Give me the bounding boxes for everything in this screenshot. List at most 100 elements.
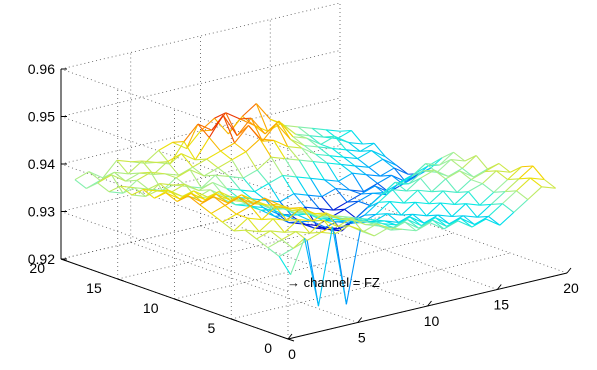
mesh-segment <box>467 191 481 206</box>
mesh-segment <box>366 174 381 177</box>
mesh-segment <box>249 205 263 220</box>
mesh-segment <box>264 197 279 205</box>
mesh-segment <box>432 219 445 230</box>
mesh-segment <box>169 141 185 165</box>
mesh-segment <box>403 189 419 204</box>
y-tick <box>117 278 124 282</box>
mesh-segment <box>354 165 367 176</box>
mesh-segment <box>108 185 121 193</box>
mesh-segment <box>184 183 200 192</box>
mesh-segment <box>145 190 158 197</box>
mesh-segment <box>136 171 152 181</box>
mesh-segment <box>422 169 435 172</box>
x-tick <box>287 333 293 340</box>
mesh-segment <box>200 117 215 132</box>
mesh-segment <box>290 138 303 149</box>
mesh-segment <box>272 218 285 233</box>
mesh-segment <box>268 174 283 184</box>
mesh-segment <box>304 238 320 307</box>
mesh-segment <box>241 103 257 117</box>
mesh-segment <box>275 123 289 147</box>
mesh-segment <box>261 206 277 221</box>
mesh-segment <box>456 179 472 193</box>
mesh-segment <box>301 147 316 155</box>
mesh-segment <box>502 190 517 205</box>
mesh-segment <box>161 184 174 192</box>
mesh-segment <box>165 192 178 202</box>
mesh-segment <box>344 200 359 210</box>
mesh-segment <box>441 151 454 159</box>
mesh-segment <box>343 156 358 160</box>
mesh-segment <box>348 225 361 231</box>
mesh-segment <box>484 163 500 173</box>
mesh-segment <box>214 174 228 190</box>
mesh-segment <box>334 135 347 151</box>
mesh-segment <box>150 171 165 175</box>
mesh-segment <box>371 150 384 160</box>
mesh-segment <box>245 229 260 233</box>
mesh-segment <box>402 228 417 232</box>
mesh-segment <box>214 117 229 135</box>
mesh-segment <box>158 141 173 151</box>
mesh-segment <box>245 138 261 153</box>
mesh-segment <box>400 201 416 216</box>
mesh-segment <box>445 170 460 180</box>
mesh-segment <box>296 176 309 196</box>
mesh-segment <box>309 231 322 234</box>
mesh-segment <box>159 183 174 186</box>
mesh-segment <box>321 188 337 198</box>
mesh-segment <box>203 167 219 177</box>
mesh-segment <box>335 188 348 203</box>
mesh-segment <box>411 170 424 177</box>
grid-line <box>60 2 341 70</box>
mesh-segment <box>172 141 187 150</box>
mesh-segment <box>377 174 392 184</box>
mesh-segment <box>317 146 330 157</box>
y-tick <box>231 318 238 322</box>
z-tick-label: 0.96 <box>28 61 55 77</box>
mesh-segment <box>120 185 133 196</box>
mesh-segment <box>365 174 378 184</box>
mesh-segment <box>273 139 288 148</box>
mesh-segment <box>495 170 508 180</box>
mesh-segment <box>346 193 362 203</box>
mesh-segment <box>516 190 529 201</box>
mesh-segment <box>462 215 475 225</box>
mesh-segment <box>226 188 241 191</box>
grid-line <box>130 242 358 323</box>
mesh-segment <box>261 218 274 221</box>
mesh-segment <box>120 185 135 189</box>
mesh-segment <box>530 177 543 188</box>
mesh-segment <box>306 137 322 145</box>
mesh-segment <box>348 142 363 145</box>
mesh-segment <box>190 192 203 203</box>
mesh-segment <box>315 153 330 157</box>
mesh-segment <box>127 160 143 175</box>
mesh-segment <box>242 115 255 126</box>
mesh-segment <box>289 206 302 209</box>
mesh-segment <box>220 142 235 152</box>
mesh-segment <box>188 195 201 206</box>
mesh-segment <box>334 225 350 235</box>
mesh-segment <box>244 229 257 240</box>
mesh-segment <box>248 125 261 140</box>
mesh-segment <box>88 171 101 181</box>
mesh-segment <box>379 167 395 177</box>
mesh-segment <box>317 226 333 307</box>
mesh-segment <box>131 188 144 196</box>
mesh-segment <box>482 183 495 193</box>
mesh-segment <box>461 167 474 178</box>
mesh-segment <box>213 196 228 204</box>
mesh-segment <box>323 135 335 138</box>
mesh-segment <box>293 193 306 208</box>
mesh-segment <box>233 217 249 232</box>
mesh-segment <box>168 189 183 197</box>
mesh-segment <box>304 144 319 148</box>
mesh-segment <box>435 217 450 225</box>
mesh-segment <box>197 123 213 131</box>
mesh-segment <box>172 141 184 143</box>
mesh-segment <box>471 218 487 228</box>
mesh-segment <box>306 231 322 241</box>
mesh-segment <box>263 207 276 217</box>
mesh-segment <box>238 196 254 205</box>
